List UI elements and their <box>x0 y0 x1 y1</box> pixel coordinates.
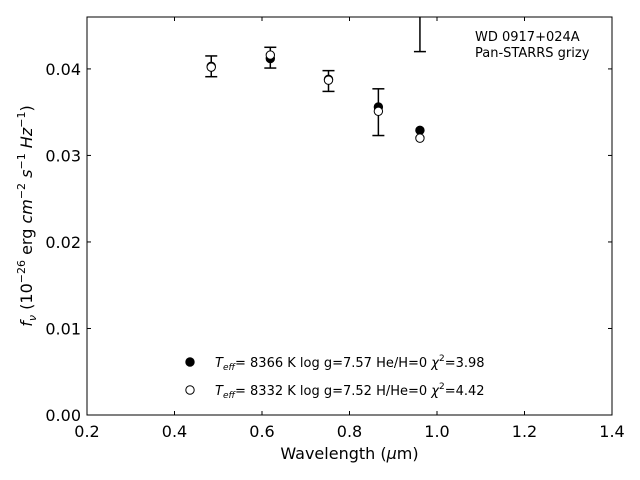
x-tick-label: 0.8 <box>337 422 362 441</box>
legend-marker-filled <box>185 357 195 367</box>
model-point-h-he <box>373 106 384 117</box>
model-point-h-he <box>415 133 425 143</box>
x-tick-label: 0.2 <box>74 422 99 441</box>
x-tick-label: 1.4 <box>599 422 624 441</box>
y-tick-label: 0.02 <box>45 233 81 252</box>
y-tick-label: 0.01 <box>45 319 81 338</box>
plot-marks <box>205 17 426 143</box>
model-point-h-he <box>265 50 276 60</box>
y-axis-label: fν (10−26 erg cm−2 s−1 Hz−1) <box>15 105 39 326</box>
model-point-h-he <box>323 75 334 85</box>
x-tick-label: 0.6 <box>249 422 274 441</box>
legend-entry: Teff= 8366 K log g=7.57 He/H=0 χ2=3.98 <box>215 354 485 373</box>
legend-entry: Teff= 8332 K log g=7.52 H/He=0 χ2=4.42 <box>215 382 485 401</box>
annotation-object-name: WD 0917+024A <box>475 30 580 45</box>
model-point-h-he <box>206 62 216 72</box>
x-tick-label: 1.2 <box>512 422 537 441</box>
y-tick-label: 0.03 <box>45 146 81 165</box>
x-tick-label: 1.0 <box>424 422 449 441</box>
legend-marker-open <box>185 385 195 395</box>
x-axis-label: Wavelength (μm) <box>280 444 418 463</box>
annotation-survey: Pan-STARRS grizy <box>475 46 590 61</box>
model-point-he-h <box>415 125 425 136</box>
y-tick-label: 0.00 <box>45 406 81 425</box>
x-tick-label: 0.4 <box>162 422 187 441</box>
y-tick-label: 0.04 <box>45 60 81 79</box>
